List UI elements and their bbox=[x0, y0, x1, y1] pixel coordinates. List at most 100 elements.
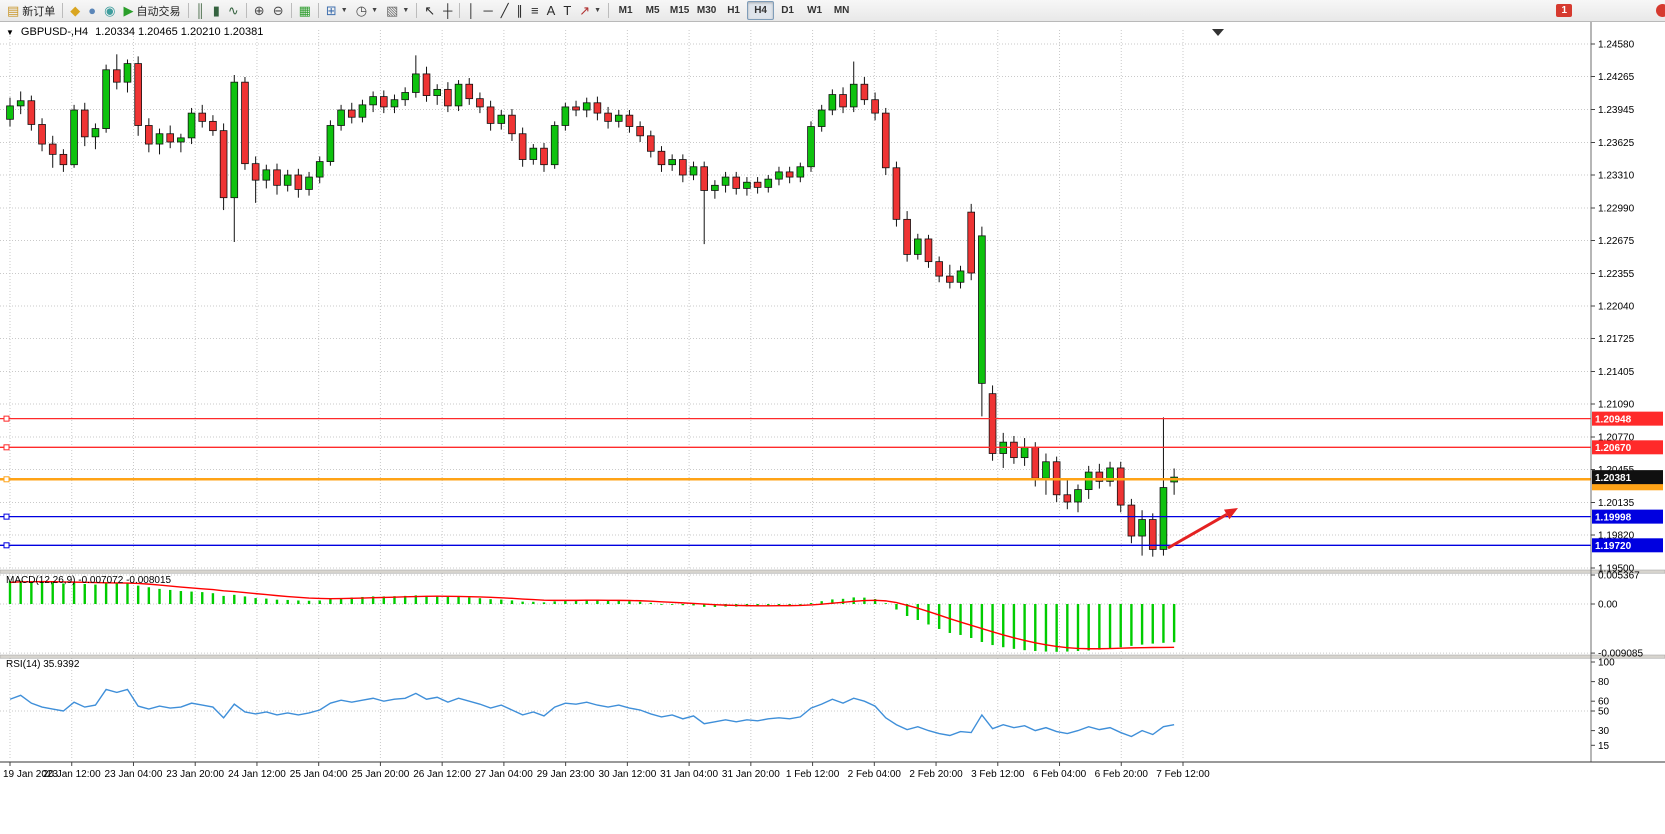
timeframe-h4-button-label: H4 bbox=[754, 5, 767, 16]
timeframe-m15-button-label: M15 bbox=[669, 5, 690, 16]
timeframe-mn-button-label: MN bbox=[833, 5, 850, 16]
line-handle bbox=[3, 444, 10, 451]
timeframe-h1-button[interactable]: H1 bbox=[720, 1, 747, 20]
help-icon-button[interactable]: ◉ bbox=[100, 1, 119, 20]
vertical-line-tool-button[interactable]: │ bbox=[463, 1, 479, 20]
symbols-icon-button[interactable]: ◆ bbox=[66, 1, 84, 20]
label-tool-button[interactable]: T bbox=[559, 1, 575, 20]
svg-text:80: 80 bbox=[1598, 677, 1610, 688]
svg-text:60: 60 bbox=[1598, 697, 1610, 708]
svg-text:1.20770: 1.20770 bbox=[1598, 433, 1635, 444]
channel-tool-button[interactable]: ∥ bbox=[513, 1, 528, 20]
toolbar-separator bbox=[317, 3, 319, 18]
panel-divider[interactable] bbox=[0, 569, 1665, 574]
new-order-button[interactable]: ▤ 新订单 bbox=[3, 1, 59, 20]
panel-divider[interactable] bbox=[0, 654, 1665, 659]
svg-text:1.24265: 1.24265 bbox=[1598, 72, 1635, 83]
status-dot bbox=[1656, 4, 1665, 17]
svg-text:1.20948: 1.20948 bbox=[1595, 414, 1632, 425]
timeframe-mn-button[interactable]: MN bbox=[828, 1, 855, 20]
timeframe-m1-button[interactable]: M1 bbox=[612, 1, 639, 20]
svg-text:23 Jan 04:00: 23 Jan 04:00 bbox=[105, 769, 163, 780]
toolbar-separator bbox=[608, 3, 610, 18]
periods-icon-button[interactable]: ◷ ▼ bbox=[352, 1, 382, 20]
svg-text:26 Jan 12:00: 26 Jan 12:00 bbox=[413, 769, 471, 780]
autotrade-button[interactable]: ▶ 自动交易 bbox=[120, 1, 185, 20]
svg-text:15: 15 bbox=[1598, 741, 1610, 752]
zoom-out-icon-button[interactable]: ⊖ bbox=[269, 1, 288, 20]
bar-chart-icon-button[interactable]: ║ bbox=[192, 1, 209, 20]
horizontal-line-tool-button[interactable]: ─ bbox=[480, 1, 497, 20]
help-globe-icon: ◉ bbox=[104, 3, 116, 18]
templates-icon-button[interactable]: ▧ ▼ bbox=[382, 1, 413, 20]
label-icon: T bbox=[563, 3, 572, 18]
text-tool-button[interactable]: A bbox=[543, 1, 560, 20]
arrows-tool-button[interactable]: ↗ ▼ bbox=[575, 1, 605, 20]
trendline-tool-button[interactable]: ╱ bbox=[497, 1, 513, 20]
candlestick-chart-icon-button[interactable]: ▮ bbox=[209, 1, 224, 20]
timeframe-m30-button[interactable]: M30 bbox=[693, 1, 720, 20]
svg-text:1.22355: 1.22355 bbox=[1598, 269, 1635, 280]
macd-histogram bbox=[8, 580, 1176, 652]
tile-windows-icon: ▦ bbox=[298, 3, 311, 18]
fibonacci-icon: ≡ bbox=[531, 3, 539, 18]
chart-shift-marker-icon[interactable] bbox=[1212, 29, 1224, 36]
chart-canvas[interactable]: 1.24580 1.24265 1.23945 1.23625 1.23310 1.229… bbox=[0, 22, 1665, 834]
toolbar-separator bbox=[62, 3, 64, 18]
candlestick-icon: ▮ bbox=[212, 3, 220, 18]
svg-text:31 Jan 04:00: 31 Jan 04:00 bbox=[660, 769, 718, 780]
indicators-add-icon: ⊞ bbox=[325, 3, 337, 18]
svg-text:2 Feb 04:00: 2 Feb 04:00 bbox=[848, 769, 902, 780]
line-handle bbox=[3, 542, 10, 549]
timeframe-w1-button-label: W1 bbox=[807, 5, 823, 16]
trendline-icon: ╱ bbox=[500, 3, 509, 18]
timeframe-w1-button[interactable]: W1 bbox=[801, 1, 828, 20]
toolbar-separator bbox=[245, 3, 247, 18]
clock-icon: ◷ bbox=[355, 3, 368, 18]
crosshair-icon-button[interactable]: ┼ bbox=[439, 1, 456, 20]
svg-text:0.005367: 0.005367 bbox=[1598, 571, 1640, 582]
timeframe-m5-button[interactable]: M5 bbox=[639, 1, 666, 20]
svg-text:1 Feb 12:00: 1 Feb 12:00 bbox=[786, 769, 840, 780]
notification-badge[interactable]: 1 bbox=[1556, 4, 1572, 17]
rsi-line bbox=[9, 688, 1175, 738]
chart-collapse-icon[interactable]: ▼ bbox=[6, 27, 14, 37]
line-handle bbox=[3, 476, 10, 483]
text-icon: A bbox=[546, 3, 556, 18]
chevron-down-icon: ▼ bbox=[371, 7, 379, 14]
svg-text:1.19998: 1.19998 bbox=[1595, 512, 1632, 523]
svg-text:25 Jan 20:00: 25 Jan 20:00 bbox=[352, 769, 410, 780]
svg-text:1.22675: 1.22675 bbox=[1598, 236, 1635, 247]
timeframe-h4-button[interactable]: H4 bbox=[747, 1, 775, 20]
timeframe-d1-button[interactable]: D1 bbox=[774, 1, 801, 20]
tile-windows-icon-button[interactable]: ▦ bbox=[295, 1, 315, 20]
svg-text:1.19720: 1.19720 bbox=[1595, 541, 1632, 552]
timeframe-m15-button[interactable]: M15 bbox=[666, 1, 693, 20]
svg-text:1.23625: 1.23625 bbox=[1598, 138, 1635, 149]
zoom-in-icon-button[interactable]: ⊕ bbox=[250, 1, 269, 20]
svg-text:1.22990: 1.22990 bbox=[1598, 204, 1635, 215]
svg-text:1.23310: 1.23310 bbox=[1598, 171, 1635, 182]
grid-lines bbox=[0, 30, 1591, 760]
svg-text:6 Feb 04:00: 6 Feb 04:00 bbox=[1033, 769, 1087, 780]
zoom-out-icon: ⊖ bbox=[272, 3, 284, 18]
svg-text:0.00: 0.00 bbox=[1598, 600, 1618, 611]
current-price-tag bbox=[1592, 470, 1663, 485]
profiles-icon-button[interactable]: ● bbox=[84, 1, 100, 20]
candlestick-series bbox=[6, 54, 1178, 557]
svg-text:30: 30 bbox=[1598, 726, 1610, 737]
line-chart-icon-button[interactable]: ∿ bbox=[224, 1, 243, 20]
cursor-icon-button[interactable]: ↖ bbox=[420, 1, 439, 20]
arrow-annotation[interactable] bbox=[1167, 508, 1238, 550]
horizontal-line-objects[interactable] bbox=[0, 415, 1591, 549]
zoom-in-icon: ⊕ bbox=[253, 3, 265, 18]
cursor-arrow-icon: ↖ bbox=[424, 3, 436, 18]
svg-text:31 Jan 20:00: 31 Jan 20:00 bbox=[722, 769, 780, 780]
indicators-icon-button[interactable]: ⊞ ▼ bbox=[322, 1, 352, 20]
toolbar: ▤ 新订单 ◆ ● ◉ ▶ 自动交易 ║ ▮ ∿ ⊕ ⊖ ▦ ⊞ ▼ ◷ ▼ ▧ ▼ ↖ ┼ │ ─ ╱ ∥ ≡ A T ↗ ▼ M1 M5 M… bbox=[0, 0, 1665, 22]
templates-icon: ▧ bbox=[386, 3, 399, 18]
fibonacci-tool-button[interactable]: ≡ bbox=[527, 1, 543, 20]
channel-icon: ∥ bbox=[516, 3, 524, 18]
crosshair-icon: ┼ bbox=[443, 3, 453, 18]
